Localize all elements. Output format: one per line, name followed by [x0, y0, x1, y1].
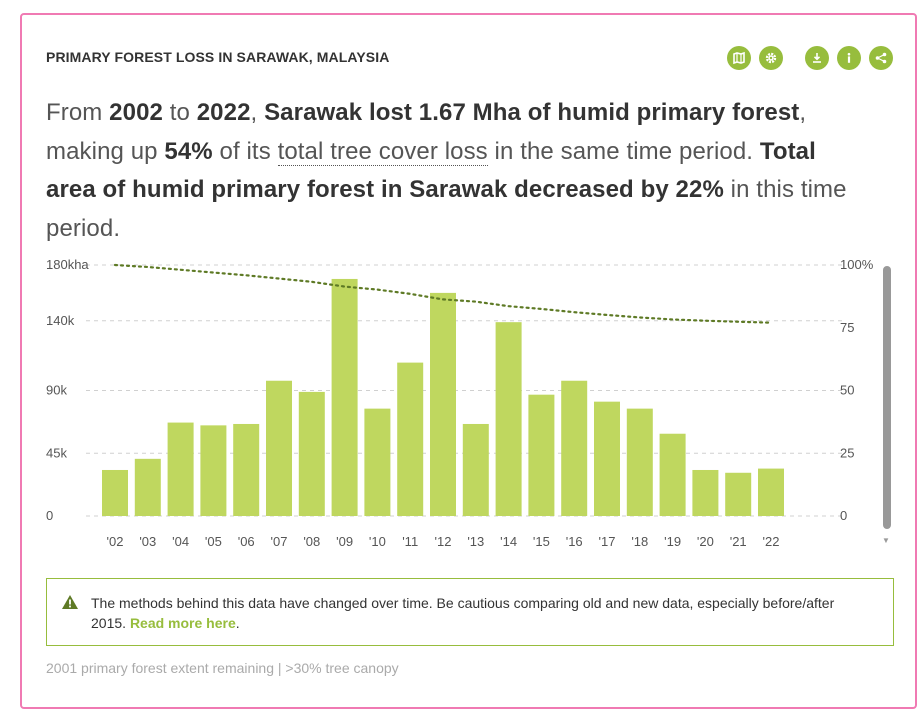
- widget-card: PRIMARY FOREST LOSS IN SARAWAK, MALAYSIA: [20, 13, 917, 709]
- info-icon: [847, 52, 851, 63]
- bar: [594, 401, 620, 516]
- y-left-tick-label: 140k: [46, 313, 75, 328]
- x-tick-label: '11: [402, 534, 418, 549]
- scrollbar-thumb[interactable]: [883, 266, 891, 529]
- y-right-tick-label: 0: [840, 508, 847, 523]
- x-tick-label: '17: [599, 534, 616, 549]
- methods-notice: The methods behind this data have change…: [46, 578, 894, 646]
- widget-title: PRIMARY FOREST LOSS IN SARAWAK, MALAYSIA: [46, 49, 390, 65]
- x-tick-label: '06: [238, 534, 255, 549]
- bar: [266, 380, 292, 516]
- extent-line: [113, 263, 773, 324]
- map-button[interactable]: [727, 46, 751, 70]
- x-tick-label: '12: [435, 534, 452, 549]
- bar: [200, 425, 227, 516]
- summary-text: From: [46, 99, 110, 126]
- summary-text: of its: [212, 137, 278, 165]
- bar: [725, 472, 752, 516]
- summary-text: ,: [250, 99, 265, 126]
- notice-end: .: [235, 615, 240, 631]
- summary-highlight: 2002: [109, 99, 163, 126]
- bar: [495, 322, 522, 516]
- x-tick-label: '08: [303, 534, 320, 549]
- bar: [626, 408, 653, 516]
- summary-text: in this time period.: [46, 176, 847, 242]
- summary-highlight: 54%: [164, 137, 213, 165]
- chart-area: 0 45k 90k 140k 180kha 0 25 50 75 100% '02 '03 '04 '05…: [22, 15, 919, 711]
- y-right-tick-label: 50: [840, 383, 854, 398]
- bar: [331, 278, 358, 516]
- x-tick-label: '13: [467, 534, 484, 549]
- x-tick-label: '09: [336, 534, 353, 549]
- summary-highlight: 2022: [196, 99, 251, 126]
- y-right-tick-label: 75: [840, 320, 854, 335]
- x-tick-label: '04: [172, 534, 189, 549]
- settings-button[interactable]: [759, 46, 783, 70]
- summary-highlight: Total area of humid primary forest in Sa…: [46, 137, 816, 204]
- summary-text: in the same time period.: [487, 137, 760, 165]
- map-icon: [733, 51, 745, 65]
- share-button[interactable]: [869, 46, 893, 70]
- forest-loss-chart: 0 45k 90k 140k 180kha 0 25 50 75 100% '02 '03 '04 '05…: [46, 257, 874, 549]
- x-tick-label: '20: [697, 534, 714, 549]
- notice-text-block: The methods behind this data have change…: [91, 593, 871, 633]
- x-tick-label: '02: [107, 534, 124, 549]
- bar: [298, 391, 325, 516]
- x-tick-label: '18: [631, 534, 648, 549]
- bar: [397, 362, 424, 516]
- bar: [528, 394, 555, 516]
- share-icon: [875, 52, 887, 64]
- tree-cover-loss-tooltip[interactable]: total tree cover loss: [277, 137, 488, 166]
- warning-icon: [62, 595, 78, 609]
- bar: [364, 408, 391, 516]
- scroll-down-arrow-icon[interactable]: ▼: [882, 536, 890, 545]
- y-left-tick-label: 0: [46, 508, 53, 523]
- x-tick-label: '21: [730, 534, 747, 549]
- y-left-tick-label: 90k: [46, 383, 67, 398]
- summary-text: to: [162, 99, 197, 126]
- download-button[interactable]: [805, 46, 829, 70]
- read-more-link[interactable]: Read more here: [129, 615, 236, 631]
- x-tick-label: '03: [139, 534, 156, 549]
- gear-icon: [765, 52, 777, 64]
- bar: [102, 469, 128, 516]
- bar: [134, 458, 161, 516]
- y-left-tick-label: 180kha: [46, 257, 89, 272]
- bar: [462, 423, 489, 516]
- x-tick-label: '19: [664, 534, 681, 549]
- summary-text: , making up: [46, 99, 807, 165]
- bar: [561, 380, 588, 516]
- notice-text: The methods behind this data have change…: [91, 595, 835, 631]
- x-tick-label: '14: [500, 534, 517, 549]
- y-right-tick-label: 100%: [840, 257, 874, 272]
- bar: [233, 423, 260, 516]
- bar: [758, 468, 784, 516]
- y-right-tick-label: 25: [840, 445, 854, 460]
- bar: [659, 433, 686, 516]
- bar: [430, 292, 456, 516]
- download-icon: [813, 53, 821, 63]
- x-tick-label: '07: [271, 534, 288, 549]
- x-tick-label: '16: [566, 534, 583, 549]
- x-tick-label: '10: [369, 534, 386, 549]
- bar: [167, 422, 194, 516]
- x-tick-label: '15: [533, 534, 550, 549]
- bar: [692, 469, 719, 516]
- summary-sentence: From 2002 to 2022, Sarawak lost 1.67 Mha…: [46, 94, 866, 248]
- x-tick-label: '05: [205, 534, 222, 549]
- widget-toolbar: [727, 46, 893, 70]
- widget-footer: 2001 primary forest extent remaining | >…: [46, 660, 399, 676]
- y-left-tick-label: 45k: [46, 445, 67, 460]
- info-button[interactable]: [837, 46, 861, 70]
- summary-highlight: Sarawak lost 1.67 Mha of humid primary f…: [264, 99, 800, 126]
- x-tick-label: '22: [763, 534, 780, 549]
